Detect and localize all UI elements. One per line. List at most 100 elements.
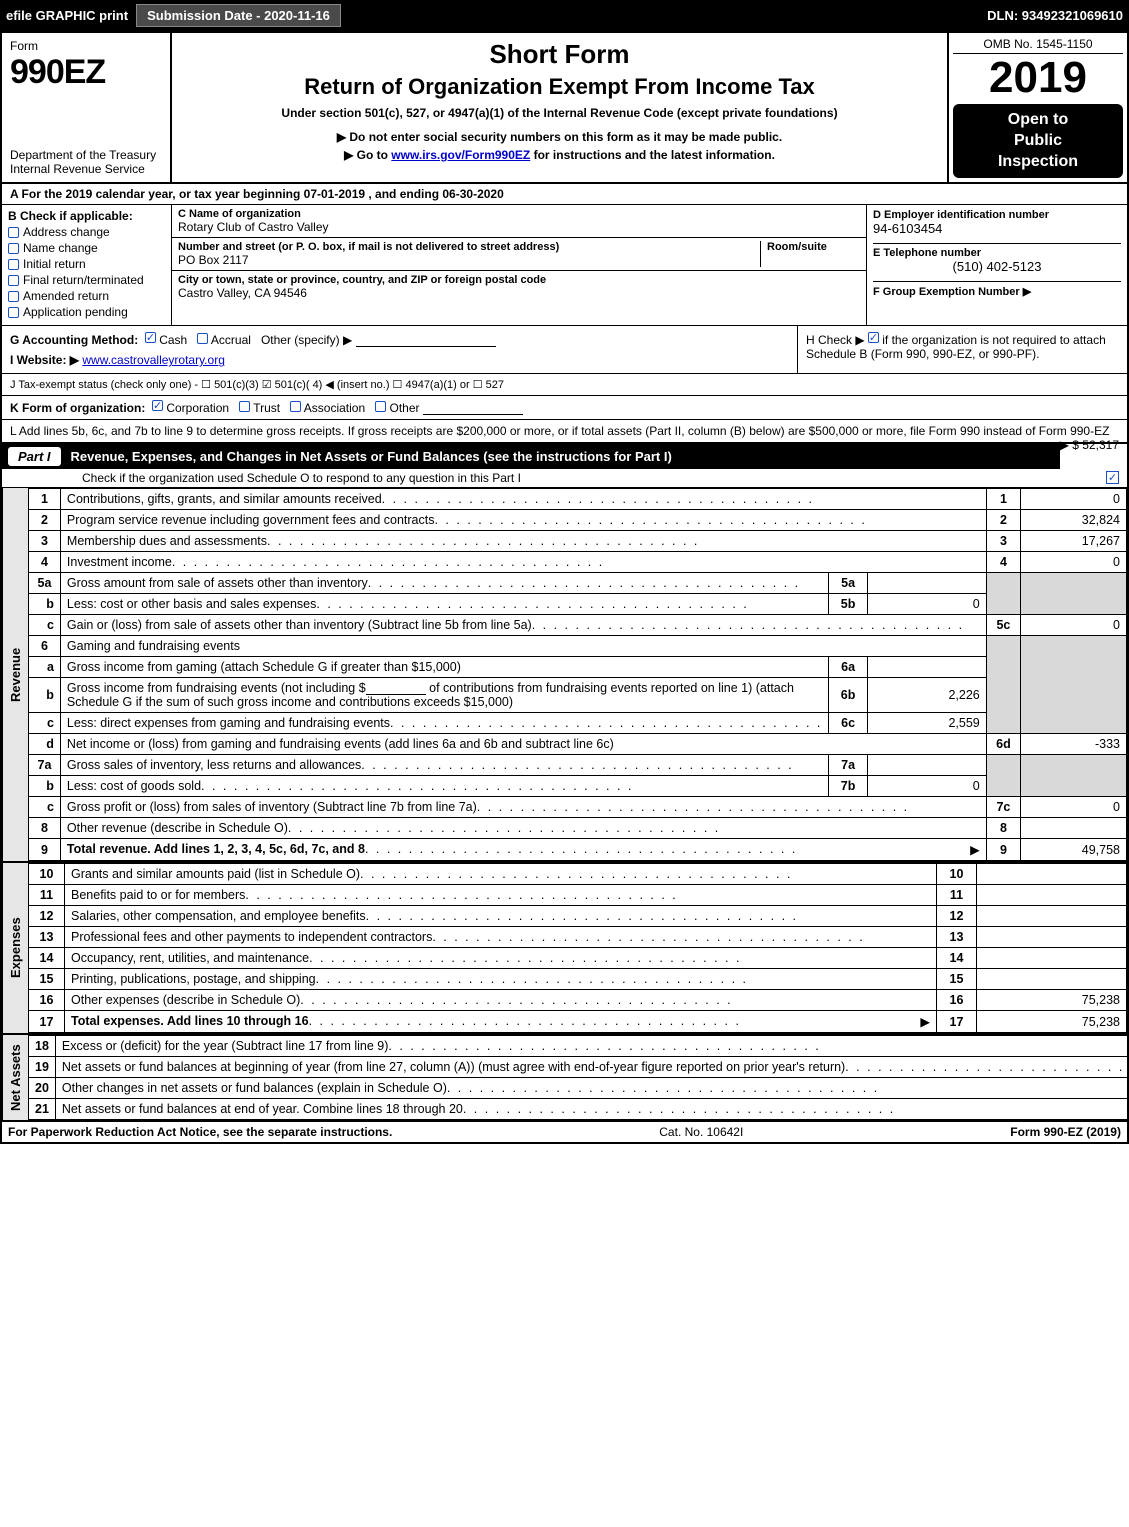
cb-label: Final return/terminated xyxy=(23,273,144,287)
cb-cash[interactable] xyxy=(145,332,156,343)
dln-label: DLN: 93492321069610 xyxy=(987,8,1123,23)
line-19: 19Net assets or fund balances at beginni… xyxy=(29,1057,1129,1078)
footer-mid: Cat. No. 10642I xyxy=(659,1125,743,1139)
cb-schedule-b[interactable] xyxy=(868,332,879,343)
line-17: 17Total expenses. Add lines 10 through 1… xyxy=(29,1011,1127,1033)
dept-irs: Internal Revenue Service xyxy=(10,162,162,176)
cb-name-change[interactable] xyxy=(8,243,19,254)
line-12: 12Salaries, other compensation, and empl… xyxy=(29,906,1127,927)
cb-amended-return[interactable] xyxy=(8,291,19,302)
cb-corporation[interactable] xyxy=(152,400,163,411)
cb-other-org[interactable] xyxy=(375,401,386,412)
accounting-method: G Accounting Method: Cash Accrual Other … xyxy=(10,332,789,347)
line-11: 11Benefits paid to or for members11 xyxy=(29,885,1127,906)
omb-number: OMB No. 1545-1150 xyxy=(953,37,1123,54)
line-6c: cLess: direct expenses from gaming and f… xyxy=(29,713,1127,734)
line-18: 18Excess or (deficit) for the year (Subt… xyxy=(29,1036,1129,1057)
ein-value: 94-6103454 xyxy=(873,221,1121,236)
revenue-table: 1Contributions, gifts, grants, and simil… xyxy=(28,488,1127,861)
group-exemption-label: F Group Exemption Number ▶ xyxy=(873,285,1121,298)
cash-label: Cash xyxy=(159,333,187,347)
tax-year-line: A For the 2019 calendar year, or tax yea… xyxy=(2,184,1127,205)
cb-label: Application pending xyxy=(23,305,128,319)
header-right: OMB No. 1545-1150 2019 Open to Public In… xyxy=(947,33,1127,182)
line-21: 21Net assets or fund balances at end of … xyxy=(29,1099,1129,1120)
section-l: L Add lines 5b, 6c, and 7b to line 9 to … xyxy=(2,420,1127,444)
under-section: Under section 501(c), 527, or 4947(a)(1)… xyxy=(182,106,937,120)
section-k: K Form of organization: Corporation Trus… xyxy=(2,396,1127,420)
line-13: 13Professional fees and other payments t… xyxy=(29,927,1127,948)
l-amount: ▶ $ 52,317 xyxy=(1060,438,1119,452)
cb-label: Amended return xyxy=(23,289,109,303)
line-5b: bLess: cost or other basis and sales exp… xyxy=(29,594,1127,615)
line-2: 2Program service revenue including gover… xyxy=(29,510,1127,531)
line-7c: cGross profit or (loss) from sales of in… xyxy=(29,797,1127,818)
contrib-amount-input[interactable] xyxy=(366,681,426,695)
section-j: J Tax-exempt status (check only one) - ☐… xyxy=(2,374,1127,396)
line-16: 16Other expenses (describe in Schedule O… xyxy=(29,990,1127,1011)
form-header: Form 990EZ Department of the Treasury In… xyxy=(2,33,1127,184)
i-label: I Website: ▶ xyxy=(10,353,79,367)
cb-accrual[interactable] xyxy=(197,333,208,344)
no-ssn-warning: ▶ Do not enter social security numbers o… xyxy=(182,130,937,144)
line-5c: cGain or (loss) from sale of assets othe… xyxy=(29,615,1127,636)
line-4: 4Investment income40 xyxy=(29,552,1127,573)
other-org-input[interactable] xyxy=(423,401,523,415)
phone-value: (510) 402-5123 xyxy=(873,259,1121,274)
top-bar: efile GRAPHIC print Submission Date - 20… xyxy=(0,0,1129,31)
cb-initial-return[interactable] xyxy=(8,259,19,270)
cb-label: Initial return xyxy=(23,257,86,271)
line-6a: aGross income from gaming (attach Schedu… xyxy=(29,657,1127,678)
header-middle: Short Form Return of Organization Exempt… xyxy=(172,33,947,182)
goto-link[interactable]: www.irs.gov/Form990EZ xyxy=(391,148,530,162)
form-word: Form xyxy=(10,39,162,53)
part1-checkbox[interactable]: ✓ xyxy=(1106,471,1119,484)
line-8: 8Other revenue (describe in Schedule O)8 xyxy=(29,818,1127,839)
open-line2: Public xyxy=(957,131,1119,152)
website-link[interactable]: www.castrovalleyrotary.org xyxy=(82,353,225,367)
part1-title: Revenue, Expenses, and Changes in Net As… xyxy=(71,449,672,464)
line-7a: 7aGross sales of inventory, less returns… xyxy=(29,755,1127,776)
expenses-tab: Expenses xyxy=(2,863,28,1033)
dept-treasury: Department of the Treasury xyxy=(10,148,162,162)
main-title: Return of Organization Exempt From Incom… xyxy=(182,74,937,100)
ein-label: D Employer identification number xyxy=(873,209,1121,221)
form-number: 990EZ xyxy=(10,53,162,92)
cb-final-return[interactable] xyxy=(8,275,19,286)
arrow-icon: ▶ xyxy=(917,1014,930,1029)
assoc-label: Association xyxy=(304,401,365,415)
l-text: L Add lines 5b, 6c, and 7b to line 9 to … xyxy=(10,424,1109,438)
k-label: K Form of organization: xyxy=(10,401,145,415)
part1-header: Part I Revenue, Expenses, and Changes in… xyxy=(2,444,1060,469)
line-3: 3Membership dues and assessments317,267 xyxy=(29,531,1127,552)
other-specify-input[interactable] xyxy=(356,333,496,347)
h-text1: H Check ▶ xyxy=(806,333,868,347)
cb-address-change[interactable] xyxy=(8,227,19,238)
section-def: D Employer identification number 94-6103… xyxy=(867,205,1127,325)
part1-tag: Part I xyxy=(8,447,61,466)
footer-left: For Paperwork Reduction Act Notice, see … xyxy=(8,1125,392,1139)
phone-label: E Telephone number xyxy=(873,247,1121,259)
trust-label: Trust xyxy=(253,401,280,415)
addr-label: Number and street (or P. O. box, if mail… xyxy=(178,241,760,253)
goto-line: ▶ Go to www.irs.gov/Form990EZ for instru… xyxy=(182,148,937,162)
revenue-section: Revenue 1Contributions, gifts, grants, a… xyxy=(2,488,1127,861)
footer-right: Form 990-EZ (2019) xyxy=(1010,1125,1121,1139)
bcd-block: B Check if applicable: Address change Na… xyxy=(2,205,1127,326)
submission-date-button[interactable]: Submission Date - 2020-11-16 xyxy=(136,4,341,27)
revenue-tab: Revenue xyxy=(2,488,28,861)
open-line1: Open to xyxy=(957,110,1119,131)
open-public-badge: Open to Public Inspection xyxy=(953,104,1123,178)
cb-trust[interactable] xyxy=(239,401,250,412)
corp-label: Corporation xyxy=(166,401,229,415)
cb-label: Name change xyxy=(23,241,98,255)
cb-application-pending[interactable] xyxy=(8,307,19,318)
org-name-value: Rotary Club of Castro Valley xyxy=(178,220,860,234)
city-label: City or town, state or province, country… xyxy=(178,274,860,286)
goto-post: for instructions and the latest informat… xyxy=(534,148,775,162)
cb-association[interactable] xyxy=(290,401,301,412)
line-15: 15Printing, publications, postage, and s… xyxy=(29,969,1127,990)
other-label: Other (specify) ▶ xyxy=(261,333,352,347)
part1-sub: Check if the organization used Schedule … xyxy=(2,469,1127,488)
expenses-section: Expenses 10Grants and similar amounts pa… xyxy=(2,861,1127,1033)
